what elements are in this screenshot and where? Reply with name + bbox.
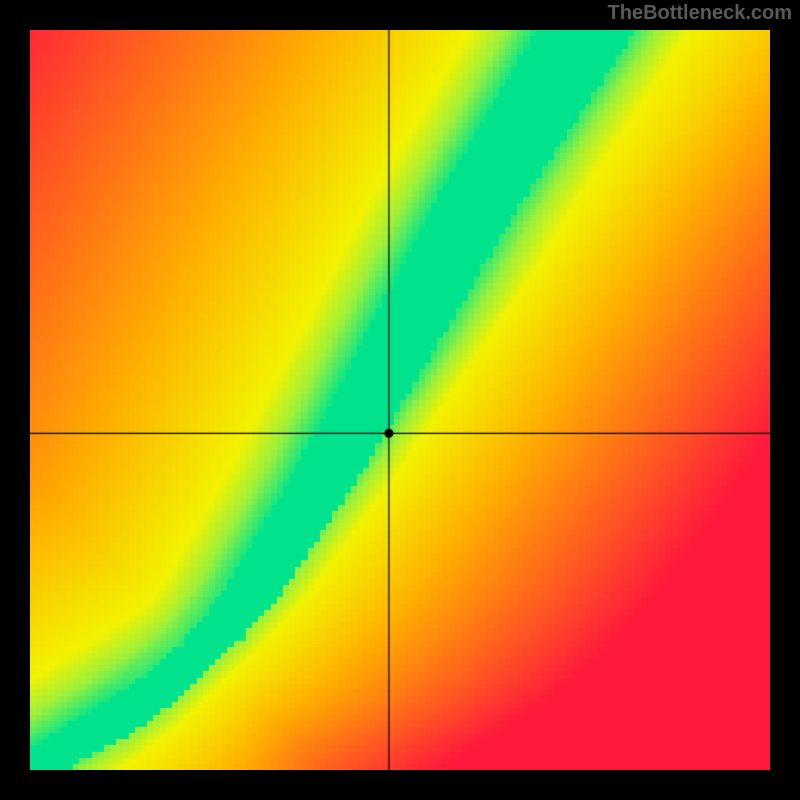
heatmap-plot <box>30 30 770 770</box>
watermark-text: TheBottleneck.com <box>608 2 792 25</box>
heatmap-canvas <box>30 30 770 770</box>
chart-container: TheBottleneck.com <box>0 0 800 800</box>
